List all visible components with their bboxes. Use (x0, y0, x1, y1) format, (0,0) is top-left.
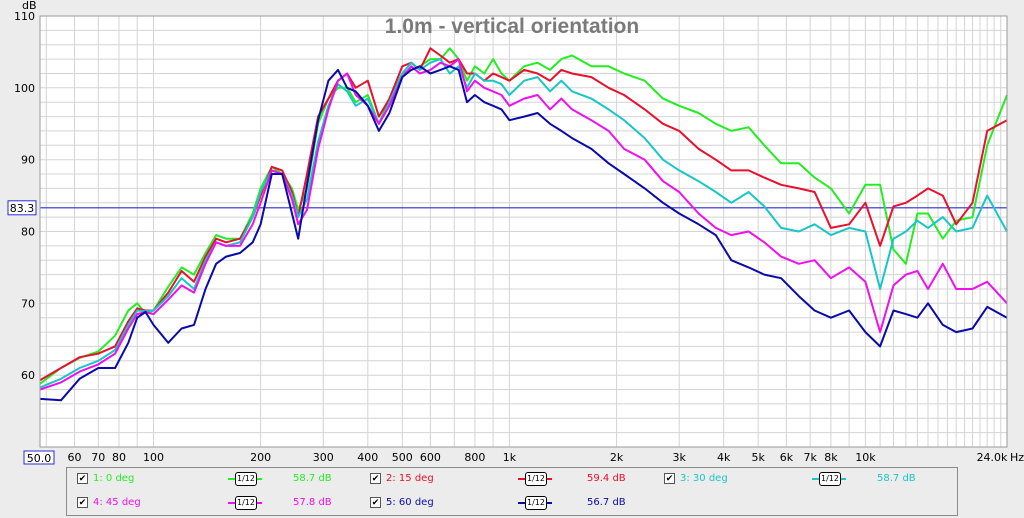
series-line-4[interactable] (39, 58, 1008, 391)
x-tick-label: 60 (68, 451, 82, 464)
series-1-smoothing-label: 1/12 (235, 472, 257, 486)
y-tick-label: 90 (21, 154, 35, 167)
x-tick-label: 600 (420, 451, 441, 464)
x-tick-label: 200 (250, 451, 271, 464)
legend-item-4: 4: 45 deg 1/12 57.8 dB (77, 494, 337, 514)
series-3-smoothing-button[interactable]: 1/12 (812, 472, 846, 486)
series-5-label: 5: 60 deg (386, 497, 434, 508)
x-tick-label: 50.0 (27, 452, 52, 465)
series-5-level: 56.7 dB (587, 497, 626, 508)
chart-title: 1.0m - vertical orientation (385, 15, 639, 38)
plot-border (39, 15, 1008, 448)
marker-value-box (7, 200, 37, 216)
y-axis-unit: dB (22, 0, 37, 12)
marker-value-label: 83.3 (10, 202, 35, 215)
y-tick-label: 110 (14, 10, 35, 23)
series-5-checkbox[interactable] (370, 497, 381, 508)
legend-item-1: 1: 0 deg 1/12 58.7 dB (77, 470, 337, 490)
series-line-2[interactable] (39, 47, 1008, 382)
series-2-level: 59.4 dB (587, 473, 626, 484)
x-tick-label: 7k (804, 451, 818, 464)
legend-panel: 1: 0 deg 1/12 58.7 dB 2: 15 deg 1/12 59.… (66, 467, 958, 516)
x-tick-label: 6k (780, 451, 794, 464)
series-2-checkbox[interactable] (370, 473, 381, 484)
series-2-smoothing-button[interactable]: 1/12 (518, 472, 552, 486)
series-line-5[interactable] (39, 65, 1008, 402)
series-4-level: 57.8 dB (293, 497, 332, 508)
series-3-checkbox[interactable] (664, 473, 675, 484)
series-line-1[interactable] (39, 47, 1008, 385)
x-tick-label: 500 (392, 451, 413, 464)
x-tick-label: 70 (91, 451, 105, 464)
y-tick-label: 80 (21, 226, 35, 239)
series-3-label: 3: 30 deg (680, 473, 728, 484)
series-5-smoothing-label: 1/12 (525, 496, 547, 510)
legend-item-5: 5: 60 deg 1/12 56.7 dB (370, 494, 630, 514)
x-tick-label: 5k (752, 451, 766, 464)
series-5-smoothing-button[interactable]: 1/12 (518, 496, 552, 510)
series-2-smoothing-label: 1/12 (525, 472, 547, 486)
x-tick-label: 800 (464, 451, 485, 464)
series-1-level: 58.7 dB (293, 473, 332, 484)
x-tick-label: 24.0k (977, 451, 1008, 464)
series-lines (39, 47, 1008, 402)
x-tick-label: 1k (503, 451, 517, 464)
series-4-label: 4: 45 deg (93, 497, 141, 508)
x-tick-label: 3k (673, 451, 687, 464)
series-4-smoothing-label: 1/12 (235, 496, 257, 510)
y-tick-label: 100 (14, 82, 35, 95)
x-min-box[interactable] (23, 450, 55, 465)
y-tick-label: 70 (21, 297, 35, 310)
series-1-checkbox[interactable] (77, 473, 88, 484)
series-1-label: 1: 0 deg (93, 473, 135, 484)
x-tick-label: 10k (855, 451, 876, 464)
series-1-smoothing-button[interactable]: 1/12 (228, 472, 262, 486)
x-tick-label: 4k (717, 451, 731, 464)
x-axis-unit: Hz (1010, 451, 1024, 464)
x-tick-label: 80 (112, 451, 126, 464)
x-tick-label: 2k (610, 451, 624, 464)
grid-lines (40, 16, 1007, 447)
x-tick-label: 400 (357, 451, 378, 464)
series-4-smoothing-button[interactable]: 1/12 (228, 496, 262, 510)
series-3-level: 58.7 dB (877, 473, 916, 484)
x-tick-label: 8k (824, 451, 838, 464)
series-3-smoothing-label: 1/12 (819, 472, 841, 486)
x-tick-labels: 50.0 60 70 80 100 200 300 400 500 600 800 1k 2k 3k 4k 5… (23, 450, 1008, 465)
legend-item-3: 3: 30 deg 1/12 58.7 dB (664, 470, 924, 490)
series-2-label: 2: 15 deg (386, 473, 434, 484)
x-tick-label: 300 (313, 451, 334, 464)
legend-item-2: 2: 15 deg 1/12 59.4 dB (370, 470, 630, 490)
x-tick-label: 100 (143, 451, 164, 464)
y-tick-label: 60 (21, 369, 35, 382)
series-4-checkbox[interactable] (77, 497, 88, 508)
